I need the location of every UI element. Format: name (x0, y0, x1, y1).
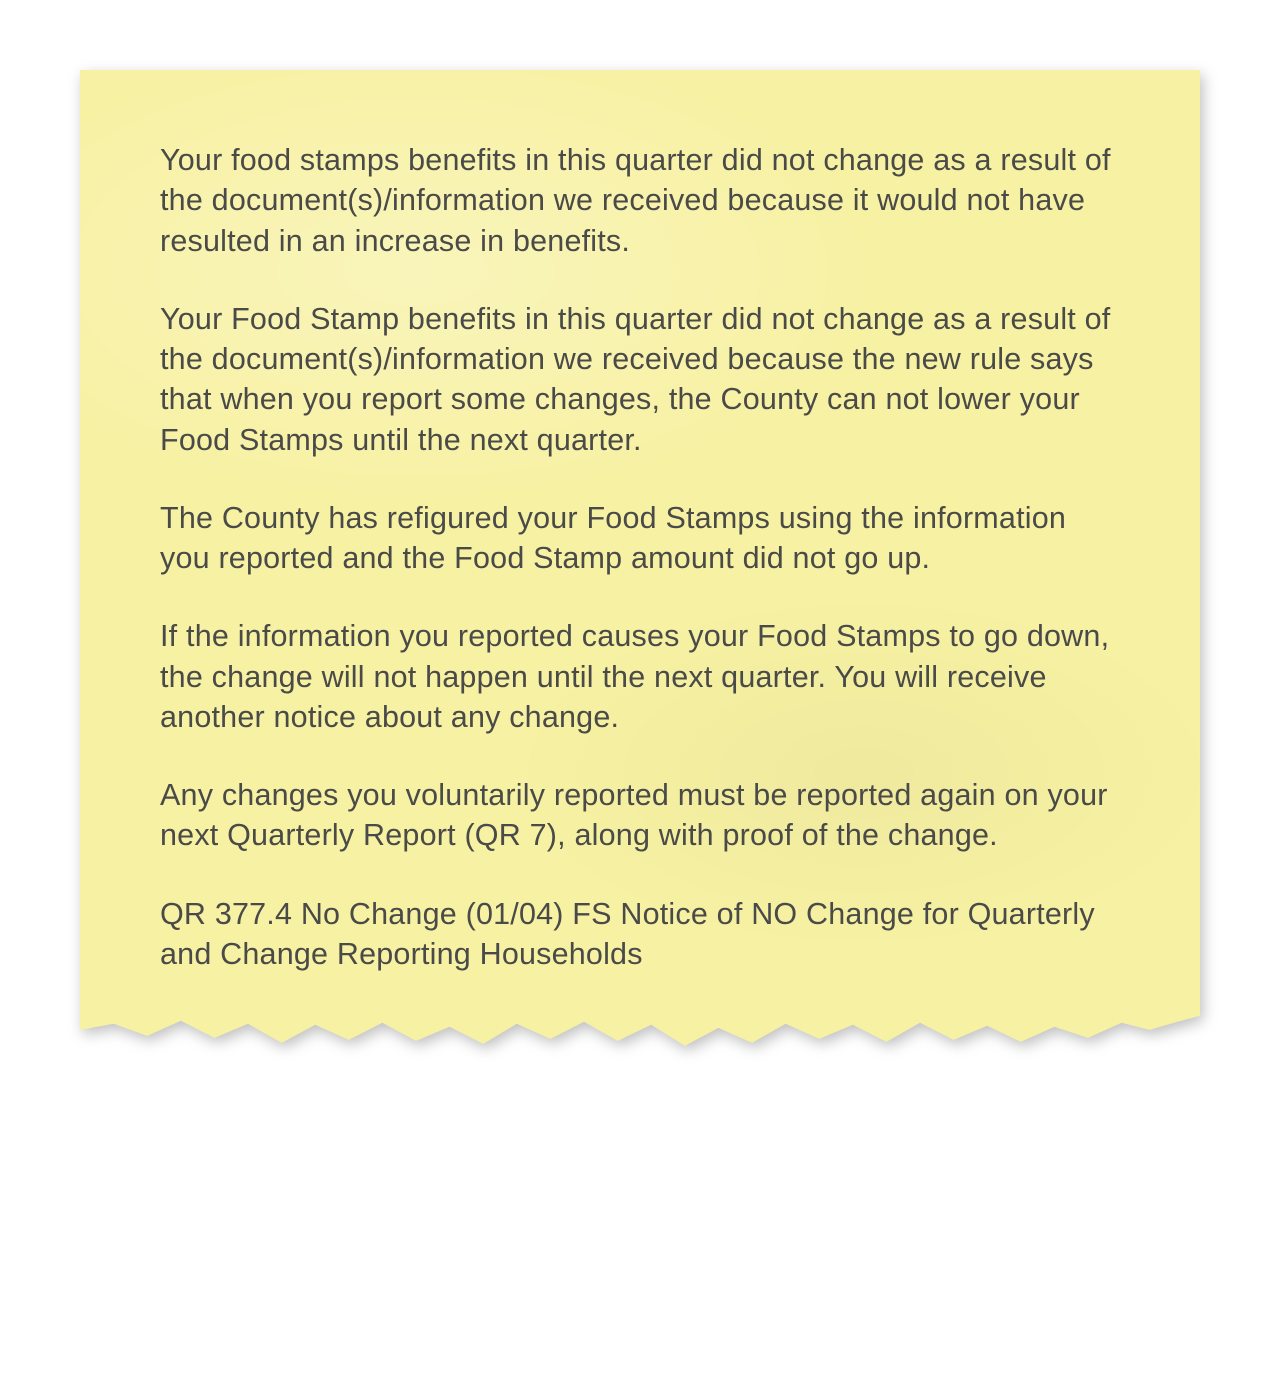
paragraph-1: Your food stamps benefits in this quarte… (160, 140, 1120, 261)
paragraph-6-form-id: QR 377.4 No Change (01/04) FS Notice of … (160, 894, 1120, 975)
paragraph-3: The County has refigured your Food Stamp… (160, 498, 1120, 579)
document-note: Your food stamps benefits in this quarte… (80, 70, 1200, 1074)
paragraph-4: If the information you reported causes y… (160, 616, 1120, 737)
note-wrapper: Your food stamps benefits in this quarte… (80, 70, 1200, 1074)
paragraph-5: Any changes you voluntarily reported mus… (160, 775, 1120, 856)
paragraph-2: Your Food Stamp benefits in this quarter… (160, 299, 1120, 460)
